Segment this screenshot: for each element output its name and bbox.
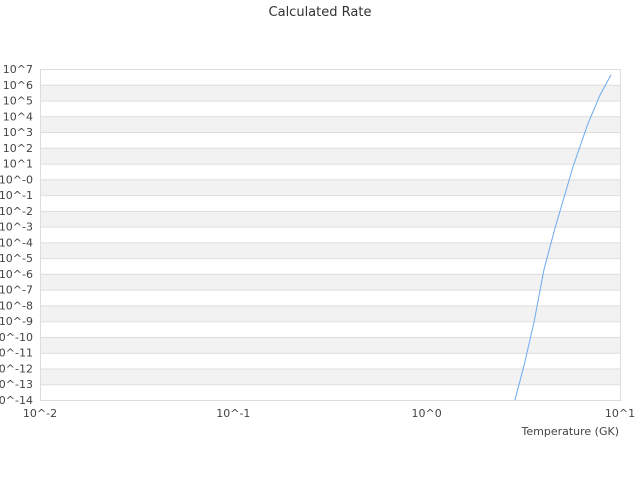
plot-band xyxy=(40,336,620,353)
y-tick-label: 10^-2 xyxy=(0,205,33,218)
plot-band xyxy=(40,210,620,227)
x-tick-label: 10^-1 xyxy=(216,407,250,420)
y-tick-label: 10^3 xyxy=(3,126,33,139)
x-axis-ticks: 10^-2 10^-1 10^0 10^1 xyxy=(23,407,635,420)
x-axis-label: Temperature (GK) xyxy=(521,425,620,438)
y-tick-label: 10^4 xyxy=(3,110,33,123)
plot-bands xyxy=(40,84,620,385)
chart-title: Calculated Rate xyxy=(269,5,372,20)
plot-band xyxy=(40,116,620,133)
y-tick-label: 10^6 xyxy=(3,79,33,92)
plot-band xyxy=(40,84,620,101)
y-tick-label: 10^-12 xyxy=(0,362,33,375)
y-tick-label: 10^-10 xyxy=(0,331,33,344)
y-tick-label: 10^7 xyxy=(3,63,33,76)
y-tick-label: 10^-5 xyxy=(0,252,33,265)
y-tick-label: 10^-14 xyxy=(0,394,33,407)
plot-band xyxy=(40,305,620,322)
y-tick-label: 10^-11 xyxy=(0,347,33,360)
y-tick-label: 10^-4 xyxy=(0,236,33,249)
y-axis-ticks: 10^7 10^6 10^5 10^4 10^3 10^2 10^1 10^-0 10^-1 10… xyxy=(0,63,33,407)
y-tick-label: 10^5 xyxy=(3,95,33,108)
y-tick-label: 10^-7 xyxy=(0,284,33,297)
series-lines xyxy=(514,74,612,401)
x-tick-label: 10^-2 xyxy=(23,407,57,420)
plot-frame xyxy=(40,69,621,401)
plot-band xyxy=(40,273,620,290)
y-tick-label: 10^-1 xyxy=(0,189,33,202)
plot-band xyxy=(40,368,620,385)
x-tick-label: 10^1 xyxy=(605,407,635,420)
y-tick-label: 10^-0 xyxy=(0,173,33,186)
plot-band xyxy=(40,179,620,196)
plot-band xyxy=(40,147,620,164)
y-tick-label: 10^-6 xyxy=(0,268,33,281)
y-tick-label: 10^-8 xyxy=(0,299,33,312)
series-line xyxy=(514,74,612,401)
x-tick-label: 10^0 xyxy=(412,407,442,420)
y-tick-label: 10^1 xyxy=(3,158,33,171)
y-tick-label: 10^-3 xyxy=(0,221,33,234)
plot-band xyxy=(40,242,620,259)
y-tick-label: 10^-13 xyxy=(0,378,33,391)
y-tick-label: 10^-9 xyxy=(0,315,33,328)
y-tick-label: 10^2 xyxy=(3,142,33,155)
